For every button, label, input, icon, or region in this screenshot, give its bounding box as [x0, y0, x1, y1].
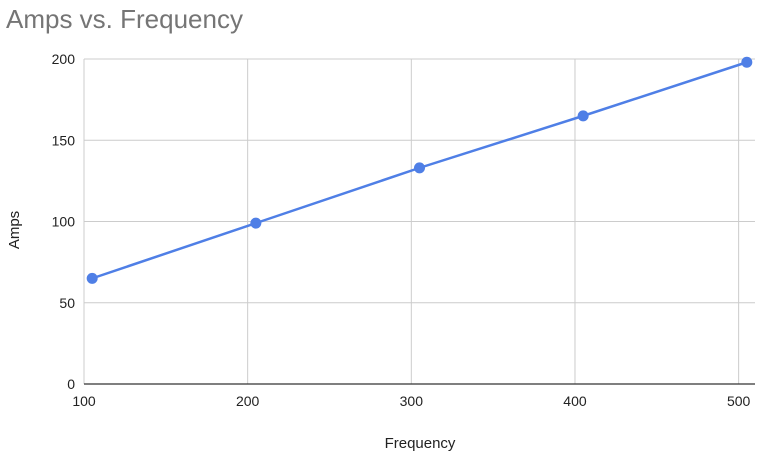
grid-lines — [84, 58, 755, 384]
x-tick-label: 300 — [400, 393, 424, 409]
y-tick-label: 100 — [52, 214, 76, 230]
data-point[interactable] — [577, 110, 589, 122]
data-point[interactable] — [414, 162, 425, 174]
tick-labels: 0 50 100 150 200 100 200 300 400 500 — [52, 51, 751, 409]
series-layer — [86, 56, 753, 284]
data-point[interactable] — [250, 217, 262, 229]
x-tick-label: 400 — [563, 393, 587, 409]
y-tick-label: 200 — [52, 51, 76, 67]
y-tick-label: 0 — [67, 376, 75, 392]
data-point[interactable] — [86, 272, 98, 284]
axes — [83, 59, 755, 385]
chart-title: Amps vs. Frequency — [6, 4, 243, 34]
y-axis-label: Amps — [6, 211, 23, 249]
x-axis-label: Frequency — [385, 435, 456, 452]
x-tick-label: 500 — [727, 393, 751, 409]
y-tick-label: 50 — [59, 295, 75, 311]
y-tick-label: 150 — [52, 132, 76, 148]
x-tick-label: 100 — [72, 393, 96, 409]
data-point[interactable] — [741, 56, 753, 68]
x-tick-label: 200 — [236, 393, 260, 409]
